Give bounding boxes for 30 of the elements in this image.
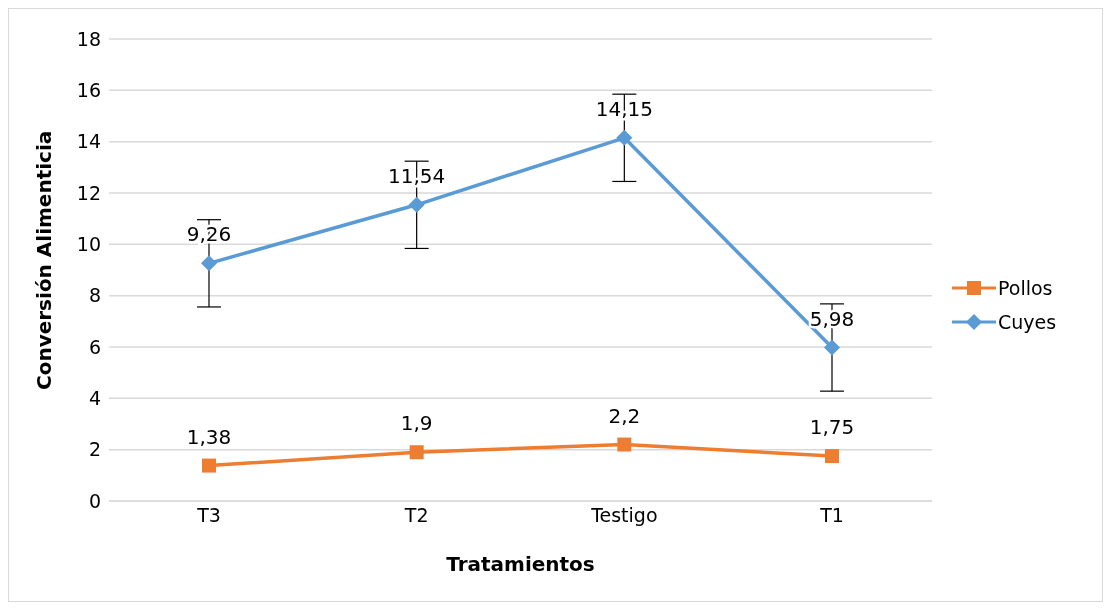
y-tick-label: 0: [88, 489, 101, 512]
y-tick-label: 16: [76, 79, 101, 102]
x-tick-label: T3: [196, 504, 221, 527]
point: [201, 255, 217, 272]
y-tick-label: 6: [88, 335, 101, 358]
y-tick-label: 12: [76, 181, 101, 204]
y-axis-title: Conversión Alimenticia: [32, 130, 57, 390]
point: [202, 458, 216, 473]
y-tick-label: 2: [88, 438, 101, 461]
point: [617, 437, 632, 452]
data-label: 1,9: [400, 411, 433, 436]
y-tick-label: 8: [88, 284, 101, 307]
point: [408, 196, 425, 213]
data-label: 1,75: [809, 415, 855, 440]
point: [824, 339, 840, 356]
y-tick-label: 14: [76, 130, 101, 153]
x-axis-title: Tratamientos: [446, 552, 595, 576]
point: [409, 445, 424, 460]
data-label: 1,38: [186, 424, 232, 449]
x-tick-label: T1: [819, 504, 844, 527]
y-tick-label: 18: [76, 27, 101, 50]
legend-label: Pollos: [998, 277, 1053, 299]
legend-label: Cuyes: [998, 311, 1057, 333]
y-tick-label: 4: [88, 387, 101, 410]
x-tick-label: Testigo: [590, 504, 658, 527]
point: [825, 449, 839, 464]
data-label: 2,2: [608, 403, 641, 428]
y-tick-label: 10: [76, 233, 101, 256]
x-tick-label: T2: [403, 504, 429, 527]
point: [616, 129, 633, 146]
